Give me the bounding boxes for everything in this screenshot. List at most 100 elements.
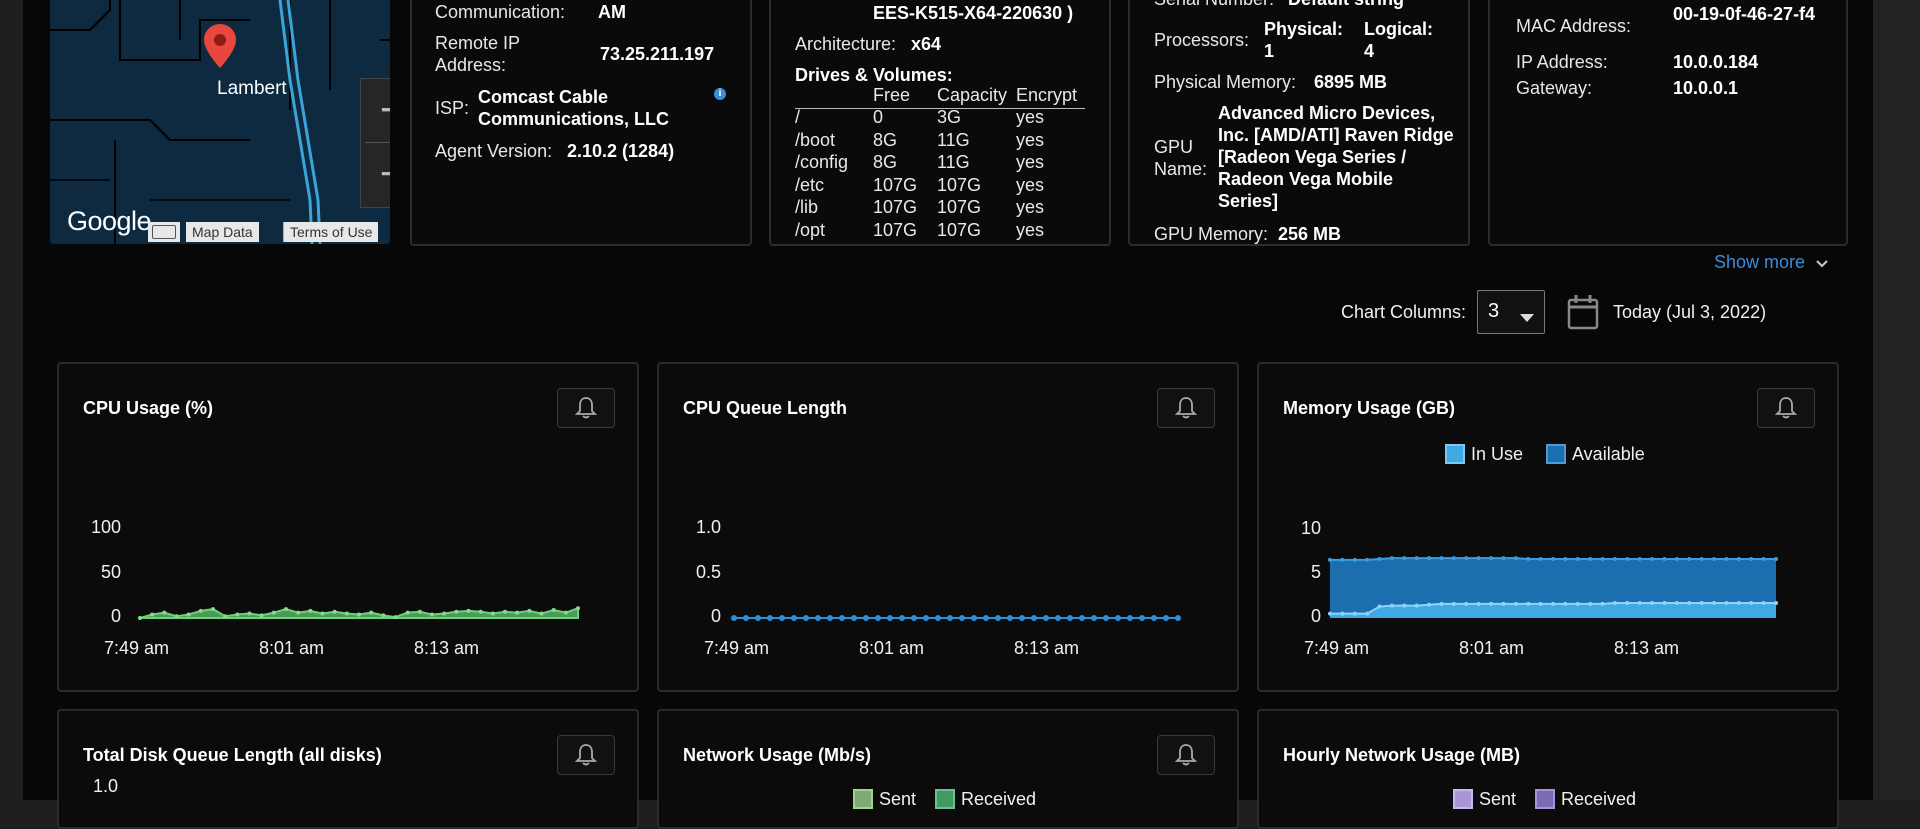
- data-point[interactable]: [1588, 601, 1593, 606]
- map-data-link[interactable]: Map Data: [186, 222, 259, 242]
- data-point[interactable]: [1352, 557, 1357, 562]
- data-point[interactable]: [1464, 556, 1469, 561]
- data-point[interactable]: [1600, 601, 1605, 606]
- data-point[interactable]: [1340, 557, 1345, 562]
- data-point[interactable]: [1662, 557, 1667, 562]
- data-point[interactable]: [1489, 601, 1494, 606]
- data-point[interactable]: [430, 612, 434, 617]
- data-point[interactable]: [1724, 601, 1729, 606]
- data-point[interactable]: [1650, 601, 1655, 606]
- cpu-alert-button[interactable]: [557, 388, 615, 428]
- data-point[interactable]: [1588, 557, 1593, 562]
- data-point[interactable]: [1489, 556, 1494, 561]
- data-point[interactable]: [1674, 601, 1679, 606]
- data-point[interactable]: [223, 614, 228, 619]
- cpu-queue-alert-button[interactable]: [1157, 388, 1215, 428]
- data-point[interactable]: [1139, 615, 1145, 621]
- data-point[interactable]: [1749, 601, 1754, 606]
- data-point[interactable]: [1389, 603, 1394, 608]
- data-point[interactable]: [1365, 611, 1370, 616]
- zoom-out-button[interactable]: −: [361, 143, 390, 206]
- data-point[interactable]: [490, 611, 495, 616]
- data-point[interactable]: [1451, 556, 1456, 561]
- data-point[interactable]: [731, 615, 737, 621]
- data-point[interactable]: [1563, 601, 1568, 606]
- data-point[interactable]: [1538, 601, 1543, 606]
- data-point[interactable]: [539, 611, 544, 616]
- calendar-icon[interactable]: [1567, 294, 1599, 330]
- data-point[interactable]: [1175, 615, 1181, 621]
- data-point[interactable]: [875, 615, 881, 621]
- data-point[interactable]: [1352, 611, 1357, 616]
- data-point[interactable]: [1007, 615, 1013, 621]
- data-point[interactable]: [1625, 557, 1630, 562]
- data-point[interactable]: [466, 608, 471, 613]
- data-point[interactable]: [1650, 557, 1655, 562]
- data-point[interactable]: [1526, 601, 1531, 606]
- data-point[interactable]: [1774, 601, 1778, 606]
- data-point[interactable]: [1476, 556, 1481, 561]
- data-point[interactable]: [1067, 615, 1073, 621]
- data-point[interactable]: [1761, 601, 1766, 606]
- data-point[interactable]: [767, 615, 773, 621]
- data-point[interactable]: [851, 615, 857, 621]
- data-point[interactable]: [1662, 601, 1667, 606]
- data-point[interactable]: [296, 610, 301, 615]
- memory-alert-button[interactable]: [1757, 388, 1815, 428]
- data-point[interactable]: [1625, 601, 1630, 606]
- data-point[interactable]: [779, 615, 785, 621]
- data-point[interactable]: [369, 610, 374, 615]
- data-point[interactable]: [247, 611, 252, 616]
- data-point[interactable]: [563, 610, 568, 615]
- data-point[interactable]: [211, 607, 215, 612]
- data-point[interactable]: [198, 608, 203, 613]
- keyboard-shortcuts-button[interactable]: [148, 222, 180, 242]
- data-point[interactable]: [344, 611, 349, 616]
- disk-alert-button[interactable]: [557, 735, 615, 775]
- data-point[interactable]: [1389, 556, 1394, 561]
- data-point[interactable]: [755, 615, 761, 621]
- data-point[interactable]: [815, 615, 821, 621]
- data-point[interactable]: [1402, 603, 1407, 608]
- data-point[interactable]: [983, 615, 989, 621]
- data-point[interactable]: [1736, 557, 1741, 562]
- data-point[interactable]: [138, 616, 142, 620]
- data-point[interactable]: [417, 609, 422, 614]
- data-point[interactable]: [1328, 611, 1332, 616]
- data-point[interactable]: [454, 609, 459, 614]
- data-point[interactable]: [1103, 615, 1109, 621]
- scrollbar-track[interactable]: [1873, 0, 1920, 800]
- data-point[interactable]: [1439, 556, 1444, 561]
- data-point[interactable]: [1699, 557, 1704, 562]
- data-point[interactable]: [186, 612, 191, 617]
- data-point[interactable]: [1476, 601, 1481, 606]
- data-point[interactable]: [503, 609, 507, 614]
- data-point[interactable]: [1055, 615, 1061, 621]
- data-point[interactable]: [308, 608, 313, 613]
- data-point[interactable]: [1774, 557, 1778, 562]
- data-point[interactable]: [1612, 557, 1617, 562]
- data-point[interactable]: [1575, 601, 1580, 606]
- show-more-link[interactable]: Show more: [1714, 252, 1828, 273]
- date-range-label[interactable]: Today (Jul 3, 2022): [1613, 302, 1767, 322]
- data-point[interactable]: [1749, 557, 1754, 562]
- data-point[interactable]: [332, 609, 337, 614]
- data-point[interactable]: [803, 615, 809, 621]
- terms-of-use-link[interactable]: Terms of Use: [283, 222, 379, 242]
- data-point[interactable]: [284, 607, 288, 612]
- data-point[interactable]: [863, 615, 869, 621]
- data-point[interactable]: [1612, 601, 1617, 606]
- data-point[interactable]: [995, 615, 1001, 621]
- data-point[interactable]: [1451, 601, 1456, 606]
- legend-in-use[interactable]: In Use: [1445, 444, 1523, 465]
- network-alert-button[interactable]: [1157, 735, 1215, 775]
- data-point[interactable]: [1712, 557, 1717, 562]
- data-point[interactable]: [1637, 601, 1642, 606]
- data-point[interactable]: [271, 610, 276, 615]
- data-point[interactable]: [1079, 615, 1085, 621]
- data-point[interactable]: [743, 615, 749, 621]
- data-point[interactable]: [1402, 556, 1407, 561]
- data-point[interactable]: [911, 615, 917, 621]
- data-point[interactable]: [162, 610, 167, 615]
- data-point[interactable]: [357, 612, 361, 617]
